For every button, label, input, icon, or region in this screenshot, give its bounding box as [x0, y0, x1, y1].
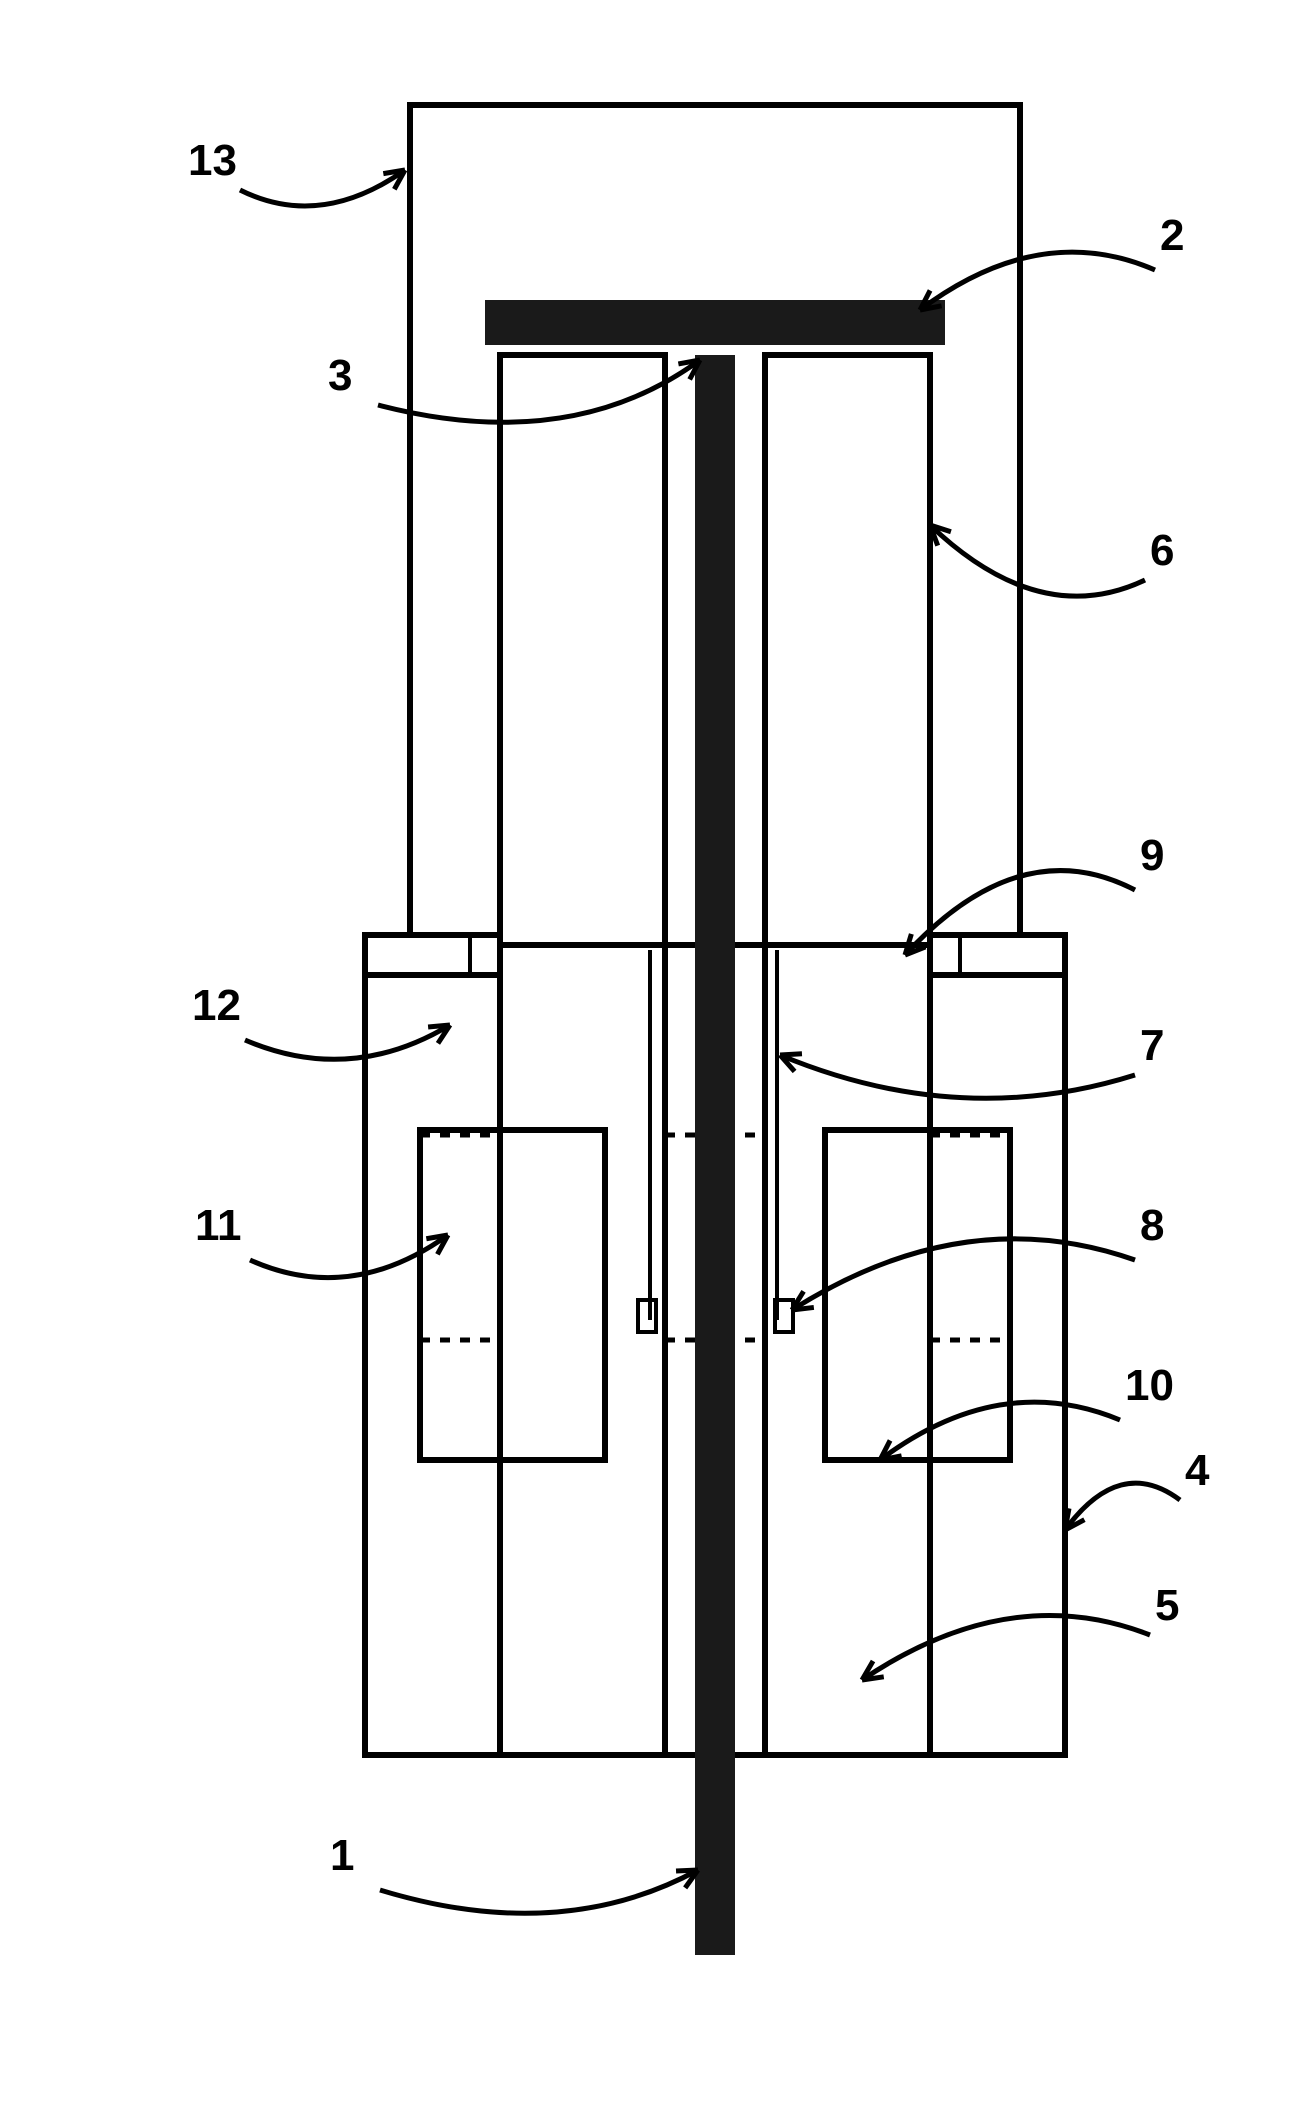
- label-4: 4: [1185, 1446, 1210, 1495]
- label-7: 7: [1140, 1021, 1164, 1070]
- label-1: 1: [330, 1831, 354, 1880]
- label-11: 11: [195, 1201, 242, 1250]
- label-12: 12: [192, 981, 241, 1030]
- inner-upper-right: [765, 355, 930, 945]
- label-2: 2: [1160, 211, 1184, 260]
- label-3: 3: [328, 351, 352, 400]
- label-13: 13: [188, 136, 237, 185]
- top-cap: [485, 300, 945, 345]
- label-8: 8: [1140, 1201, 1164, 1250]
- label-10: 10: [1125, 1361, 1174, 1410]
- label-5: 5: [1155, 1581, 1179, 1630]
- inner-upper-left: [500, 355, 665, 945]
- central-rod: [695, 355, 735, 1955]
- label-6: 6: [1150, 526, 1174, 575]
- diagram-svg: 12345678910111213: [0, 0, 1305, 2121]
- leader-arrow-0: [240, 170, 405, 206]
- leader-arrow-11: [245, 1025, 450, 1059]
- technical-diagram: 12345678910111213: [0, 0, 1305, 2121]
- inner-lower-left: [500, 945, 665, 1755]
- label-9: 9: [1140, 831, 1164, 880]
- leader-arrow-12: [380, 1870, 698, 1913]
- leader-arrow-1: [920, 252, 1155, 310]
- leader-arrow-5: [930, 525, 1145, 596]
